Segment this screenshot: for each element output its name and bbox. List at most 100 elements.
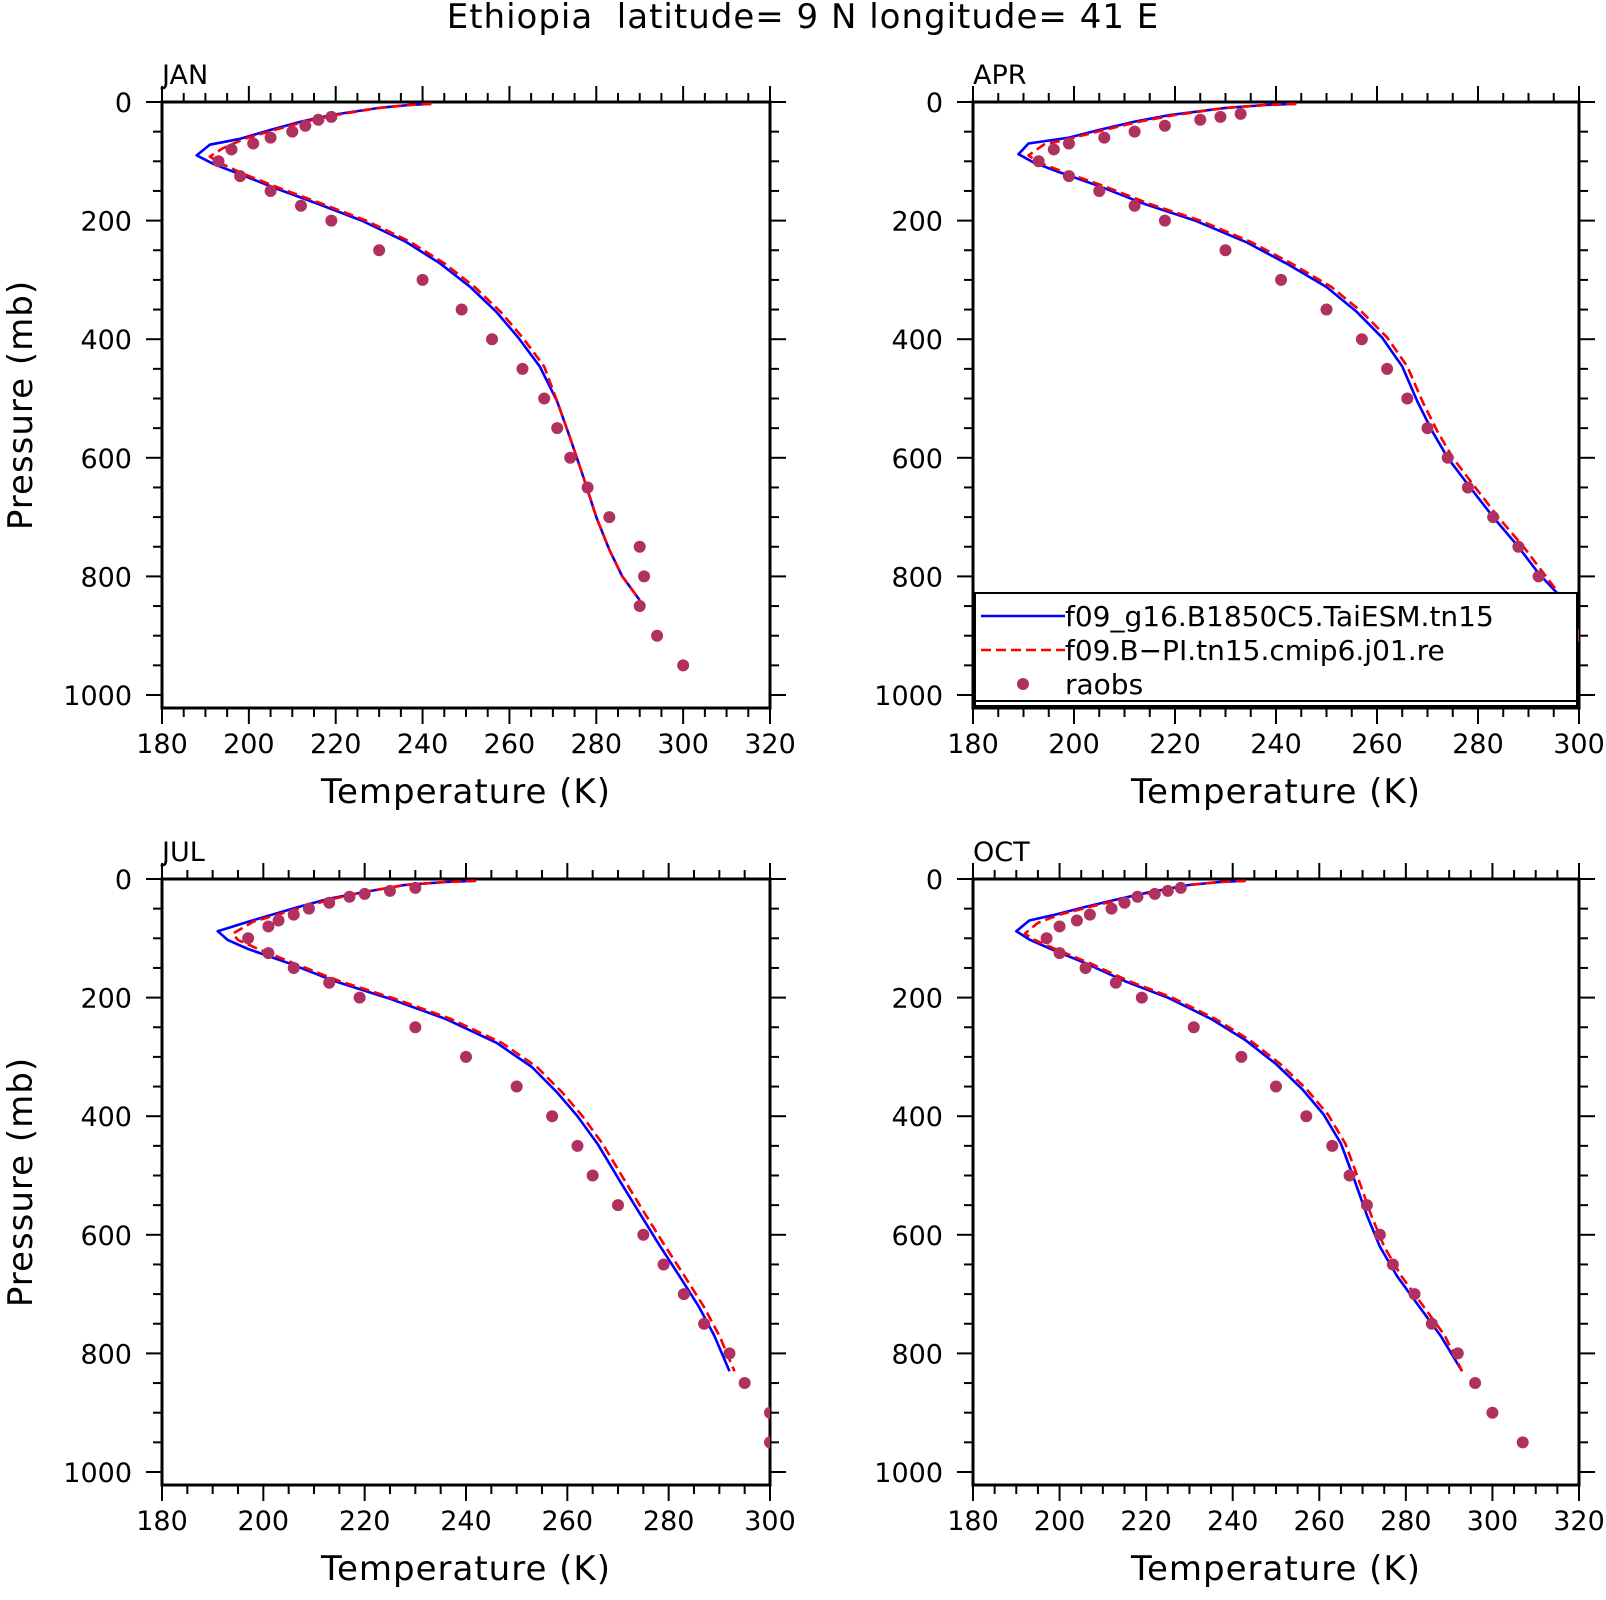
raobs-point <box>264 131 277 144</box>
x-tick-label: 180 <box>947 1506 999 1537</box>
panel-oct: 180 200 220 240 260 280 300 320 0 200 400 600 800 100… <box>874 837 1604 1589</box>
panel-title: OCT <box>973 837 1030 868</box>
y-tick-label: 800 <box>80 1339 132 1370</box>
x-tick-label: 240 <box>1207 1506 1259 1537</box>
x-tick-label: 300 <box>1553 729 1605 760</box>
raobs-point <box>287 908 300 921</box>
y-tick-label: 800 <box>891 1339 943 1370</box>
legend-marker-raobs <box>1017 678 1029 690</box>
raobs-point <box>1148 887 1161 900</box>
raobs-point <box>1386 1258 1399 1271</box>
raobs-point <box>1040 932 1053 945</box>
x-tick-label: 200 <box>223 729 275 760</box>
raobs-point <box>1360 1199 1373 1212</box>
raobs-point <box>225 143 238 156</box>
raobs-point <box>416 273 429 286</box>
x-tick-label: 200 <box>238 1506 290 1537</box>
raobs-point <box>1408 1288 1421 1301</box>
series-line-taiesm <box>1017 102 1565 601</box>
series-line-cmip6 <box>231 879 736 1372</box>
raobs-point <box>764 1436 770 1449</box>
raobs-point <box>262 920 275 933</box>
raobs-point <box>1469 1377 1482 1390</box>
raobs-point <box>698 1317 711 1330</box>
panel-title: JAN <box>160 60 208 91</box>
raobs-point <box>1083 908 1096 921</box>
raobs-point <box>325 214 338 227</box>
y-tick-label: 1000 <box>63 1458 132 1489</box>
raobs-point <box>1512 540 1525 553</box>
raobs-point <box>586 1169 599 1182</box>
legend-label: f09_g16.B1850C5.TaiESM.tn15 <box>1065 600 1494 633</box>
y-axis-label: Pressure (mb) <box>1 280 41 530</box>
raobs-point <box>1158 119 1171 132</box>
y-tick-label: 200 <box>80 984 132 1015</box>
raobs-point <box>651 629 664 642</box>
panel-title: APR <box>973 60 1027 91</box>
raobs-point <box>1219 244 1232 257</box>
raobs-point <box>564 451 577 464</box>
raobs-point <box>299 119 312 132</box>
raobs-point <box>1355 333 1368 346</box>
raobs-point <box>1135 991 1148 1004</box>
raobs-point <box>657 1258 670 1271</box>
raobs-point <box>1194 113 1207 126</box>
legend-label: f09.B−PI.tn15.cmip6.j01.re <box>1065 634 1445 667</box>
raobs-point <box>1032 155 1045 168</box>
panel-jan: 180 200 220 240 260 280 300 320 0 200 400 600 800 100… <box>1 60 796 812</box>
x-tick-label: 180 <box>136 729 188 760</box>
y-tick-label: 0 <box>115 865 132 896</box>
raobs-point <box>286 125 299 138</box>
y-tick-label: 200 <box>80 207 132 238</box>
x-tick-label: 200 <box>1034 1506 1086 1537</box>
raobs-point <box>638 570 651 583</box>
x-tick-label: 240 <box>397 729 449 760</box>
y-tick-label: 1000 <box>874 681 943 712</box>
x-tick-label: 180 <box>136 1506 188 1537</box>
panel-jul: 180 200 220 240 260 280 300 0 200 400 600 800 1000 JU… <box>1 837 796 1589</box>
x-tick-label: 320 <box>744 729 796 760</box>
raobs-point <box>325 110 338 123</box>
x-axis-label: Temperature (K) <box>320 1549 611 1589</box>
raobs-point <box>1235 1050 1248 1063</box>
raobs-point <box>455 303 468 316</box>
plot-frame <box>971 877 1581 1487</box>
raobs-point <box>212 155 225 168</box>
y-tick-label: 600 <box>80 444 132 475</box>
plot-frame <box>160 100 772 710</box>
x-axis-label: Temperature (K) <box>1130 1549 1421 1589</box>
y-tick-label: 200 <box>891 207 943 238</box>
raobs-point <box>723 1347 736 1360</box>
y-tick-label: 200 <box>891 984 943 1015</box>
raobs-point <box>264 184 277 197</box>
raobs-point <box>409 1021 422 1034</box>
x-tick-label: 180 <box>947 729 999 760</box>
raobs-point <box>1373 1228 1386 1241</box>
raobs-point <box>358 887 371 900</box>
raobs-point <box>323 976 336 989</box>
raobs-point <box>312 113 325 126</box>
raobs-point <box>1158 214 1171 227</box>
raobs-point <box>1441 451 1454 464</box>
raobs-point <box>1128 199 1141 212</box>
raobs-point <box>409 881 422 894</box>
raobs-point <box>1053 947 1066 960</box>
raobs-point <box>633 600 646 613</box>
x-tick-label: 280 <box>1452 729 1504 760</box>
raobs-point <box>1320 303 1333 316</box>
raobs-point <box>1270 1080 1282 1093</box>
series-line-taiesm <box>1015 879 1464 1372</box>
y-tick-label: 400 <box>891 325 943 356</box>
raobs-point <box>1425 1317 1438 1330</box>
y-tick-label: 0 <box>926 88 943 119</box>
raobs-point <box>538 392 551 405</box>
panel-apr: 180 200 220 240 260 280 300 0 200 400 600 800 1000 AP… <box>874 60 1604 812</box>
raobs-point <box>612 1199 624 1212</box>
y-tick-label: 0 <box>115 88 132 119</box>
legend-box <box>974 592 1578 707</box>
data-layer <box>1017 102 1579 642</box>
data-layer <box>1015 879 1529 1449</box>
raobs-point <box>287 961 300 974</box>
raobs-point <box>1487 511 1500 524</box>
x-axis-label: Temperature (K) <box>1130 772 1421 812</box>
